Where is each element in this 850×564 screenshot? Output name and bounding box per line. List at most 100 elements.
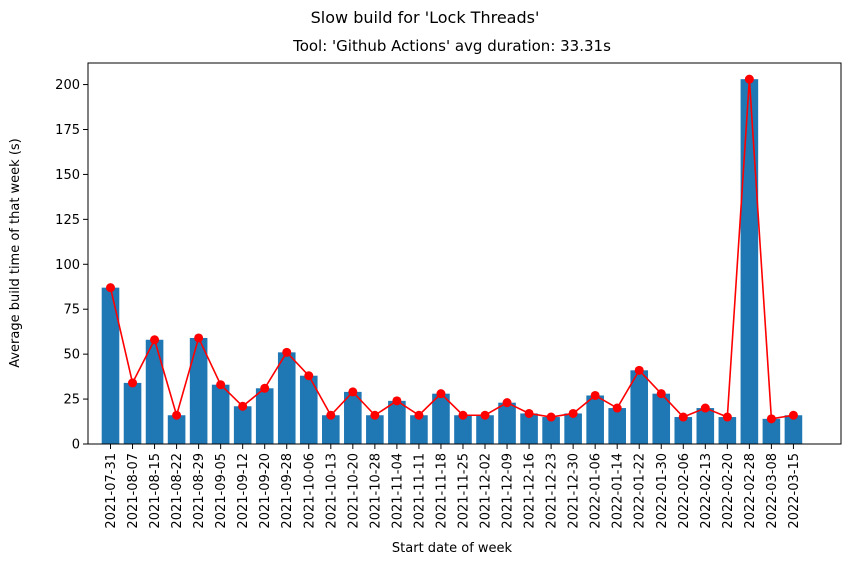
bar xyxy=(233,406,252,444)
x-tick-label: 2021-10-28 xyxy=(368,453,383,529)
y-tick-label: 50 xyxy=(63,348,80,363)
line-point xyxy=(282,347,292,357)
axes-frame xyxy=(87,62,842,445)
x-tick-label: 2021-11-04 xyxy=(390,453,405,529)
x-tick-label: 2022-02-28 xyxy=(743,453,758,529)
x-tick-label: 2021-08-07 xyxy=(126,453,141,529)
y-tick-label: 175 xyxy=(55,123,80,138)
x-tick-label: 2021-12-09 xyxy=(501,453,516,529)
bar xyxy=(696,408,715,444)
bar xyxy=(542,417,560,444)
x-tick-label: 2021-08-15 xyxy=(148,453,163,529)
y-axis-label: Average build time of that week (s) xyxy=(8,138,23,368)
line-point xyxy=(656,389,666,399)
line-point xyxy=(634,365,644,375)
bar xyxy=(167,415,186,444)
bar xyxy=(564,413,582,444)
line-point xyxy=(744,74,754,84)
x-tick-label: 2022-02-13 xyxy=(699,453,714,529)
bar xyxy=(344,391,362,444)
x-tick-label: 2022-01-06 xyxy=(589,453,604,529)
bar xyxy=(211,384,230,444)
x-tick-label: 2022-02-06 xyxy=(677,453,692,529)
line-point xyxy=(414,410,424,420)
x-tick-label: 2021-11-18 xyxy=(434,453,449,529)
bar xyxy=(255,388,274,444)
chart-suptitle: Slow build for 'Lock Threads' xyxy=(311,8,540,27)
bar xyxy=(740,79,759,444)
line-point xyxy=(304,371,314,381)
line-point xyxy=(524,408,534,418)
x-tick-label: 2021-08-22 xyxy=(170,453,185,529)
bar xyxy=(630,370,649,444)
y-tick-label: 100 xyxy=(55,258,80,273)
line-series xyxy=(109,79,794,420)
line-point xyxy=(612,403,622,413)
y-tick-label: 125 xyxy=(55,213,80,228)
x-axis-label: Start date of week xyxy=(392,541,513,556)
y-tick-label: 25 xyxy=(63,393,80,408)
line-point xyxy=(546,412,556,422)
y-tick-label: 75 xyxy=(63,303,80,318)
x-tick-label: 2021-09-28 xyxy=(280,453,295,529)
x-tick-label: 2021-12-23 xyxy=(545,453,560,529)
line-point xyxy=(766,414,776,424)
x-tick-label: 2021-10-06 xyxy=(302,453,317,529)
bar xyxy=(388,400,406,444)
line-point xyxy=(700,403,710,413)
chart-title: Tool: 'Github Actions' avg duration: 33.… xyxy=(292,37,611,55)
bar xyxy=(432,393,450,444)
line-point xyxy=(568,408,578,418)
line-point xyxy=(392,396,402,406)
plot-area: 0 25 50 75 100 125 150 175 200 2021-07-31 2021-08-… xyxy=(55,74,803,529)
x-tick-label: 2022-03-08 xyxy=(765,453,780,529)
bar xyxy=(498,402,516,444)
line-point xyxy=(172,410,182,420)
line-point xyxy=(128,378,138,388)
x-tick-label: 2021-12-02 xyxy=(479,453,494,529)
bar xyxy=(299,375,318,444)
x-tick-label: 2021-12-30 xyxy=(567,453,582,529)
x-tick-label: 2021-08-29 xyxy=(192,453,207,529)
x-tick-label: 2022-01-22 xyxy=(633,453,648,529)
line-point xyxy=(458,410,468,420)
bar xyxy=(520,413,538,444)
x-tick-label: 2021-10-13 xyxy=(324,453,339,529)
line-point xyxy=(238,401,248,411)
line-point xyxy=(106,283,115,293)
bar xyxy=(454,415,472,444)
x-tick-label: 2021-11-11 xyxy=(412,453,427,529)
x-tick-label: 2022-02-20 xyxy=(721,453,736,529)
y-tick-label: 150 xyxy=(55,168,80,183)
x-tick-label: 2022-03-15 xyxy=(787,453,802,529)
x-tick-label: 2022-01-14 xyxy=(611,453,626,529)
bar xyxy=(145,339,164,444)
x-tick-label: 2021-09-12 xyxy=(236,453,251,529)
bar xyxy=(410,415,428,444)
line-point xyxy=(194,333,204,343)
bar xyxy=(586,395,604,444)
bar xyxy=(476,415,494,444)
line-point xyxy=(260,383,270,393)
line-point xyxy=(590,390,600,400)
bar xyxy=(762,418,781,444)
x-tick-label: 2021-09-20 xyxy=(258,453,273,529)
x-tick-label: 2021-12-16 xyxy=(523,453,538,529)
bar xyxy=(652,393,671,444)
x-tick-label: 2022-01-30 xyxy=(655,453,670,529)
bar xyxy=(322,415,340,444)
bar xyxy=(123,382,142,444)
bar xyxy=(718,417,737,444)
line-point xyxy=(502,398,512,408)
y-tick-label: 200 xyxy=(55,78,80,93)
bar xyxy=(784,415,803,444)
line-point xyxy=(326,410,336,420)
x-tick-label: 2021-09-05 xyxy=(214,453,229,529)
line-point xyxy=(436,389,446,399)
bar xyxy=(189,337,208,444)
line-point xyxy=(678,412,688,422)
x-tick-label: 2021-11-25 xyxy=(456,453,471,529)
line-point xyxy=(150,335,160,345)
line-point xyxy=(480,410,490,420)
bar xyxy=(101,287,120,444)
